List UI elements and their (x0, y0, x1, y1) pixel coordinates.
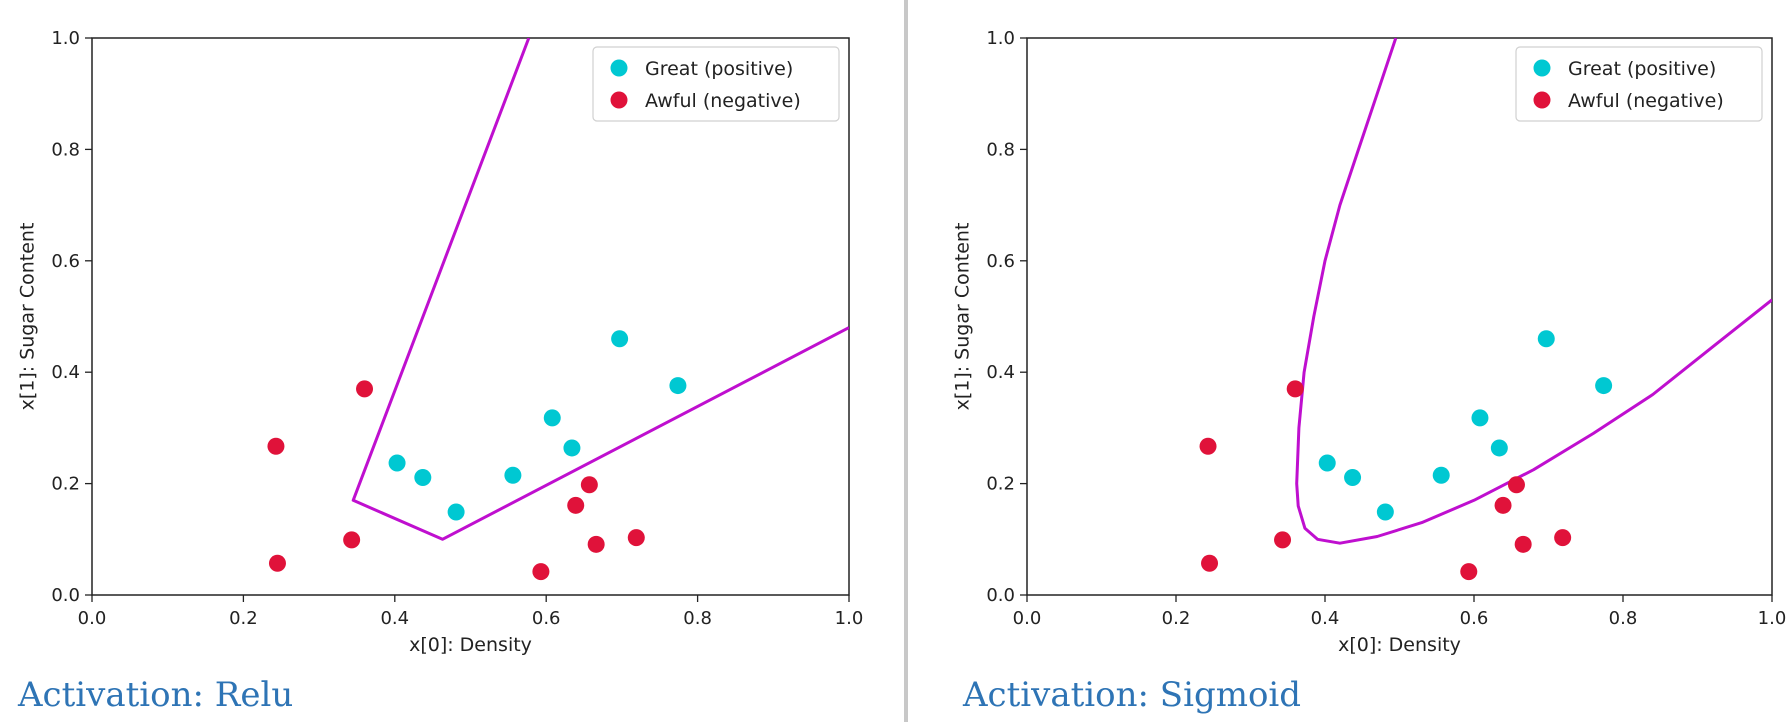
legend: Great (positive) Awful (negative) (592, 46, 840, 122)
x-tick-label: 1.0 (835, 608, 864, 629)
negative-point (532, 563, 550, 581)
negative-point (1274, 531, 1292, 549)
negative-point (1460, 563, 1478, 581)
negative-point (1554, 529, 1572, 547)
legend-label-negative: Awful (negative) (645, 90, 801, 112)
legend-label-positive: Great (positive) (645, 58, 793, 80)
positive-point (1344, 468, 1362, 486)
x-tick-label: 0.6 (532, 608, 561, 629)
positive-point (1537, 330, 1555, 348)
x-tick-label: 0.4 (380, 608, 409, 629)
legend-marker-positive (1533, 59, 1551, 77)
x-tick-label: 1.0 (1758, 608, 1787, 629)
positive-point (414, 468, 432, 486)
positive-point (563, 439, 581, 457)
y-tick-label: 0.4 (51, 362, 80, 383)
caption-relu: Activation: Relu (17, 675, 293, 715)
x-tick-label: 0.0 (78, 608, 107, 629)
y-axis-label: x[1]: Sugar Content (952, 223, 974, 411)
negative-point (1514, 535, 1532, 553)
positive-point (1595, 377, 1613, 395)
positive-point (543, 409, 561, 427)
positive-point (669, 377, 687, 395)
x-tick-label: 0.8 (683, 608, 712, 629)
legend-box (1515, 46, 1763, 122)
x-tick-label: 0.4 (1311, 608, 1340, 629)
y-tick-label: 0.8 (986, 139, 1015, 160)
negative-point (1199, 437, 1217, 455)
positive-point (447, 503, 465, 521)
negative-point (587, 535, 605, 553)
negative-point (1201, 554, 1219, 572)
positive-point (1432, 466, 1450, 484)
legend-label-positive: Great (positive) (1568, 58, 1716, 80)
axes-frame (1026, 37, 1773, 596)
x-axis-label: x[0]: Density (409, 634, 532, 656)
x-axis-label: x[0]: Density (1338, 634, 1461, 656)
y-tick-label: 0.2 (986, 474, 1015, 495)
negative-point (1494, 496, 1512, 514)
negative-point (267, 437, 285, 455)
negative-point (580, 476, 598, 494)
legend-marker-negative (610, 91, 628, 109)
legend-marker-positive (610, 59, 628, 77)
positive-point (1490, 439, 1508, 457)
legend: Great (positive) Awful (negative) (1515, 46, 1763, 122)
negative-point (627, 529, 645, 547)
positive-point (388, 454, 406, 472)
negative-point (268, 554, 286, 572)
decision-boundary-line (351, 38, 849, 541)
x-tick-label: 0.0 (1013, 608, 1042, 629)
plot-area-sigmoid: 0.0 0.2 0.4 0.6 0.8 1.0 0.0 0.2 0.4 0.6 0.8 1.0 (986, 28, 1786, 629)
y-tick-label: 1.0 (986, 28, 1015, 49)
legend-box (592, 46, 840, 122)
decision-boundary-line (1295, 38, 1772, 545)
y-tick-label: 0.8 (51, 139, 80, 160)
positive-point (504, 466, 522, 484)
positive-point (1376, 503, 1394, 521)
y-tick-label: 0.6 (986, 251, 1015, 272)
negative-point (1286, 380, 1304, 398)
x-tick-label: 0.6 (1460, 608, 1489, 629)
y-tick-label: 0.4 (986, 362, 1015, 383)
y-tick-label: 0.0 (51, 585, 80, 606)
negative-point (1507, 476, 1525, 494)
plot-area-relu: 0.0 0.2 0.4 0.6 0.8 1.0 0.0 0.2 0.4 0.6 0.8 1.0 (51, 28, 863, 629)
caption-sigmoid: Activation: Sigmoid (962, 675, 1301, 715)
x-tick-label: 0.8 (1609, 608, 1638, 629)
negative-point (567, 496, 585, 514)
positive-point (1471, 409, 1489, 427)
axes-frame (91, 37, 850, 596)
negative-point (343, 531, 361, 549)
chart-relu: 0.0 0.2 0.4 0.6 0.8 1.0 0.0 0.2 0.4 0.6 0.8 1.0 x[0… (17, 28, 864, 715)
positive-point (1318, 454, 1336, 472)
y-tick-label: 1.0 (51, 28, 80, 49)
y-tick-label: 0.2 (51, 474, 80, 495)
y-axis-label: x[1]: Sugar Content (17, 223, 39, 411)
chart-sigmoid: 0.0 0.2 0.4 0.6 0.8 1.0 0.0 0.2 0.4 0.6 0.8 1.0 x[0… (952, 28, 1787, 715)
y-tick-label: 0.0 (986, 585, 1015, 606)
legend-marker-negative (1533, 91, 1551, 109)
x-tick-label: 0.2 (1162, 608, 1191, 629)
negative-point (356, 380, 374, 398)
legend-label-negative: Awful (negative) (1568, 90, 1724, 112)
x-tick-label: 0.2 (229, 608, 258, 629)
positive-point (611, 330, 629, 348)
y-tick-label: 0.6 (51, 251, 80, 272)
